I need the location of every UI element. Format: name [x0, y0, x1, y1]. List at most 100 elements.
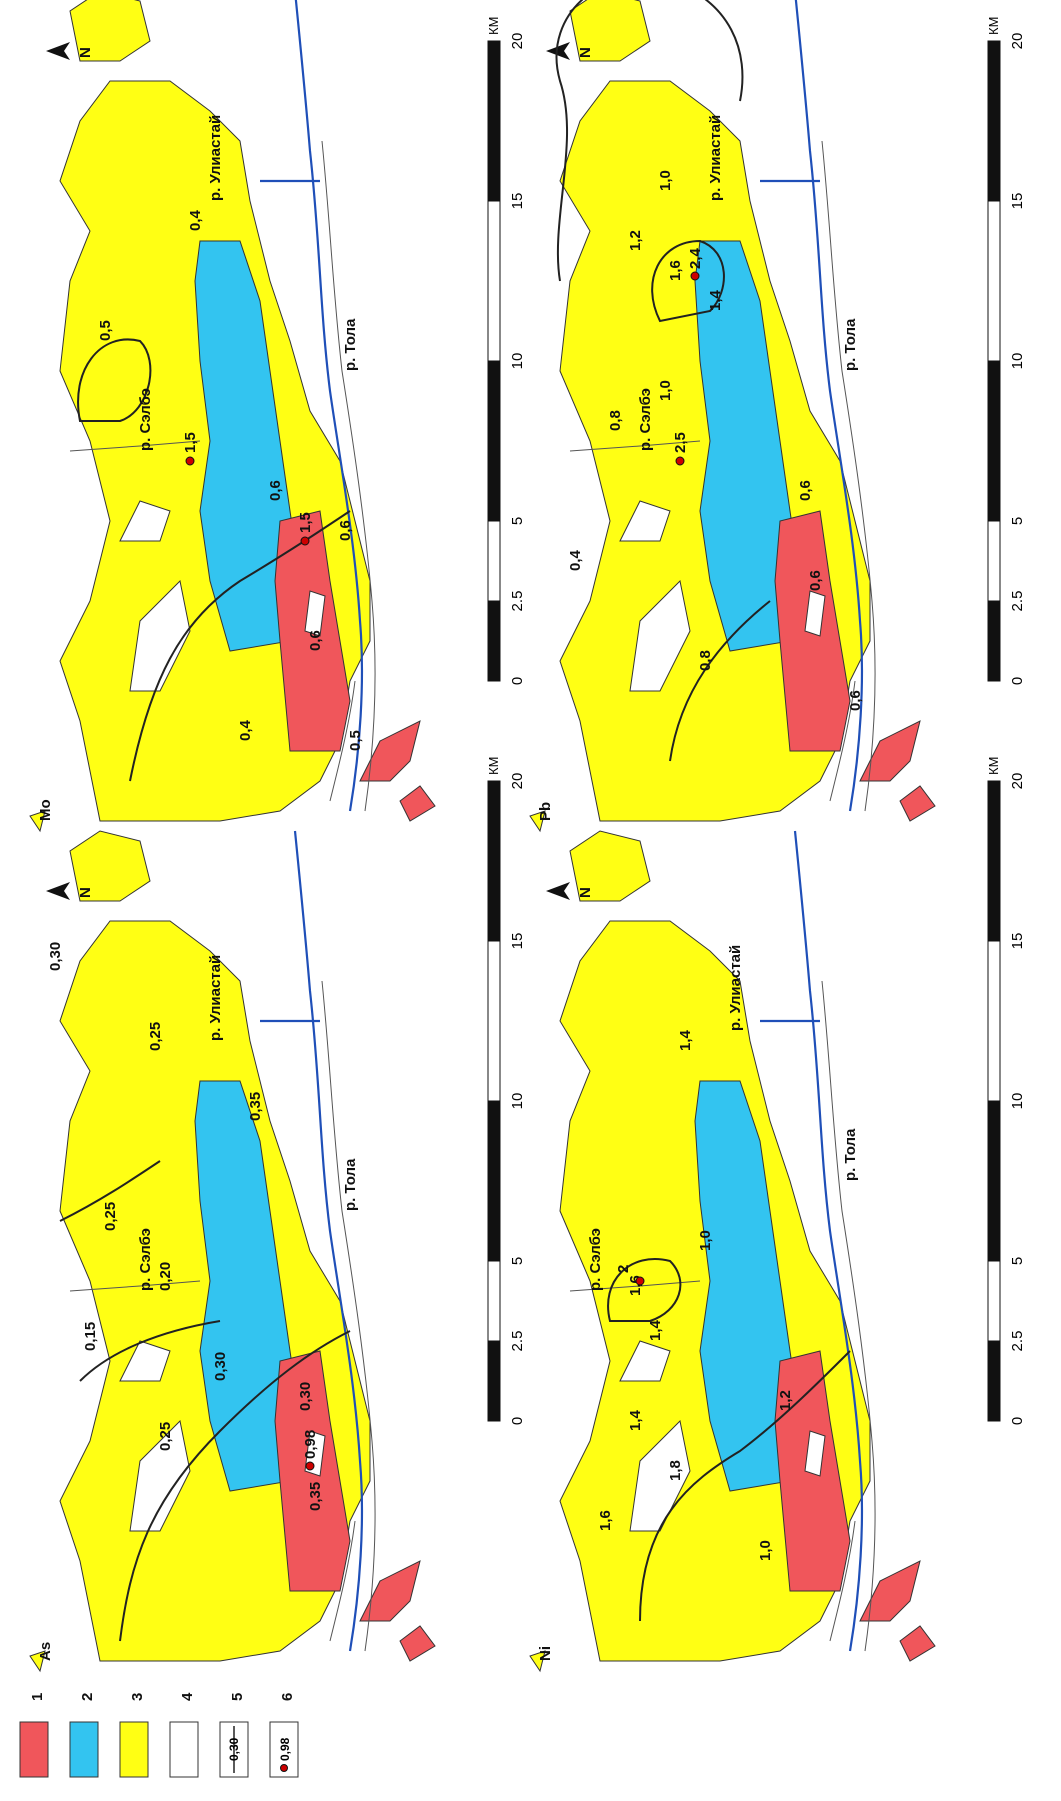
mo-iso-2: 0,4 — [187, 209, 204, 231]
panel-ni: Ni 1,4 1,6 1,4 1,0 1,2 1,6 1,0 1,8 1,4 2… — [528, 829, 937, 1673]
pb-point-1: 2,4 — [687, 247, 704, 269]
as-iso-5: 0,30 — [212, 1352, 229, 1381]
as-river-selbe: р. Сэлбэ — [137, 1228, 154, 1291]
panel-mo-title: Mo — [37, 799, 54, 821]
ni-iso-9: 1,4 — [677, 1029, 694, 1051]
mo-north: N — [77, 47, 94, 58]
scale-tick-label: 10 — [509, 353, 526, 370]
scale-tick-label: 0 — [1009, 677, 1026, 685]
as-iso-6: 0,35 — [247, 1092, 264, 1121]
scale-tick-label: 10 — [1009, 1093, 1026, 1110]
scale-bar-segment — [987, 200, 1001, 362]
scale-tick-label: 10 — [509, 1093, 526, 1110]
ni-river-uliastai: р. Улиастай — [727, 945, 744, 1031]
ni-iso-5: 1,2 — [777, 1390, 794, 1411]
mo-iso-6: 0,6 — [307, 630, 324, 651]
scale-tick-label: 2.5 — [509, 1331, 526, 1352]
ni-river-tola: р. Тола — [842, 1128, 859, 1181]
pb-iso-5: 1,0 — [657, 380, 674, 401]
pb-iso-9: 0,8 — [697, 650, 714, 671]
legend-num-2: 2 — [79, 1693, 96, 1701]
pb-iso-11: 0,6 — [847, 690, 864, 711]
as-iso-8: 0,25 — [147, 1022, 164, 1051]
pb-iso-2: 1,2 — [627, 230, 644, 251]
legend-item-5: 0,30 5 — [219, 1693, 249, 1778]
scale-unit-label: КМ — [486, 757, 501, 775]
legend-num-5: 5 — [229, 1693, 246, 1701]
legend-num-6: 6 — [279, 1693, 296, 1701]
legend-item-2: 2 — [69, 1693, 99, 1778]
pb-iso-4: 1,4 — [707, 289, 724, 311]
pb-iso-6: 0,8 — [607, 410, 624, 431]
ni-iso-2: 1,6 — [597, 1510, 614, 1531]
pb-iso-10: 0,6 — [797, 480, 814, 501]
scale-bar-segment — [987, 1260, 1001, 1342]
mo-point-1: 1,5 — [182, 432, 199, 453]
legend-item-4: 4 — [169, 1692, 199, 1778]
pb-iso-1: 1,0 — [657, 170, 674, 191]
as-iso-1: 0,15 — [82, 1322, 99, 1351]
pb-river-selbe: р. Сэлбэ — [637, 388, 654, 451]
legend-item-1: 1 — [19, 1693, 49, 1778]
scale-bar-mo: 0 2.5 5 10 15 20 КМ — [486, 17, 526, 686]
scale-bar-segment — [487, 780, 501, 942]
legend-line-label: 0,30 — [227, 1737, 241, 1761]
mo-river-selbe: р. Сэлбэ — [137, 388, 154, 451]
legend-item-6: 0,98 6 — [269, 1693, 299, 1778]
as-iso-4: 0,25 — [157, 1422, 174, 1451]
legend-num-3: 3 — [129, 1693, 146, 1701]
scale-tick-label: 20 — [509, 773, 526, 790]
ni-point: 2 — [615, 1265, 632, 1273]
scale-tick-label: 0 — [1009, 1417, 1026, 1425]
scale-bar-segment — [987, 940, 1001, 1102]
ni-iso-1: 1,4 — [627, 1409, 644, 1431]
scale-tick-label: 15 — [509, 933, 526, 950]
pb-iso-7: 0,4 — [567, 549, 584, 571]
as-north: N — [77, 887, 94, 898]
scale-tick-label: 15 — [1009, 933, 1026, 950]
scale-unit-label: КМ — [486, 17, 501, 35]
panel-mo: Mo 0,5 0,4 0,6 0,4 0,5 0,6 0,6 1,5 1,5 р… — [28, 0, 437, 833]
scale-bar-segment — [487, 1340, 501, 1422]
as-iso-3: 0,25 — [102, 1202, 119, 1231]
scale-bar-segment — [987, 360, 1001, 522]
legend-num-1: 1 — [29, 1693, 46, 1701]
scale-tick-label: 5 — [1009, 1257, 1026, 1265]
ni-iso-3: 1,4 — [647, 1319, 664, 1341]
scale-bar-segment — [487, 40, 501, 202]
scale-tick-label: 5 — [1009, 517, 1026, 525]
pb-river-tola: р. Тола — [842, 318, 859, 371]
scale-bar-as: 0 2.5 5 10 15 20 КМ — [486, 757, 526, 1426]
mo-river-uliastai: р. Улиастай — [207, 115, 224, 201]
as-river-tola: р. Тола — [342, 1158, 359, 1211]
as-iso-7: 0,30 — [47, 942, 64, 971]
scale-tick-label: 2.5 — [509, 591, 526, 612]
as-iso-2: 0,20 — [157, 1262, 174, 1291]
mo-iso-7: 0,6 — [337, 520, 354, 541]
mo-river-tola: р. Тола — [342, 318, 359, 371]
scale-bar-segment — [987, 600, 1001, 682]
panel-as: As 0,15 0,20 0,25 0,25 0,30 0,35 0,30 0,… — [28, 829, 437, 1673]
scale-bar-segment — [987, 780, 1001, 942]
scale-bar-segment — [487, 1260, 501, 1342]
ni-river-selbe: р. Сэлбэ — [587, 1228, 604, 1291]
scale-tick-label: 20 — [509, 33, 526, 50]
scale-tick-label: 20 — [1009, 33, 1026, 50]
mo-iso-5: 0,5 — [347, 730, 364, 751]
panel-pb-title: Pb — [537, 802, 554, 821]
scale-bars: 02.55101520КМ02.55101520КМ02.55101520КМ0… — [486, 17, 1026, 1426]
scale-bar-ni: 0 2.5 5 10 15 20 КМ — [986, 757, 1026, 1426]
legend-point-label: 0,98 — [278, 1737, 292, 1761]
scale-bar-segment — [487, 360, 501, 522]
pb-point-2: 2,5 — [672, 432, 689, 453]
scale-tick-label: 20 — [1009, 773, 1026, 790]
scale-tick-label: 2.5 — [1009, 591, 1026, 612]
as-river-uliastai: р. Улиастай — [207, 955, 224, 1041]
scale-bar-segment — [487, 1100, 501, 1262]
mo-point-2: 1,5 — [297, 512, 314, 533]
scale-bar-segment — [987, 1100, 1001, 1262]
scale-tick-label: 5 — [509, 1257, 526, 1265]
scale-tick-label: 15 — [509, 193, 526, 210]
as-iso-9: 0,35 — [307, 1482, 324, 1511]
pb-river-uliastai: р. Улиастай — [707, 115, 724, 201]
